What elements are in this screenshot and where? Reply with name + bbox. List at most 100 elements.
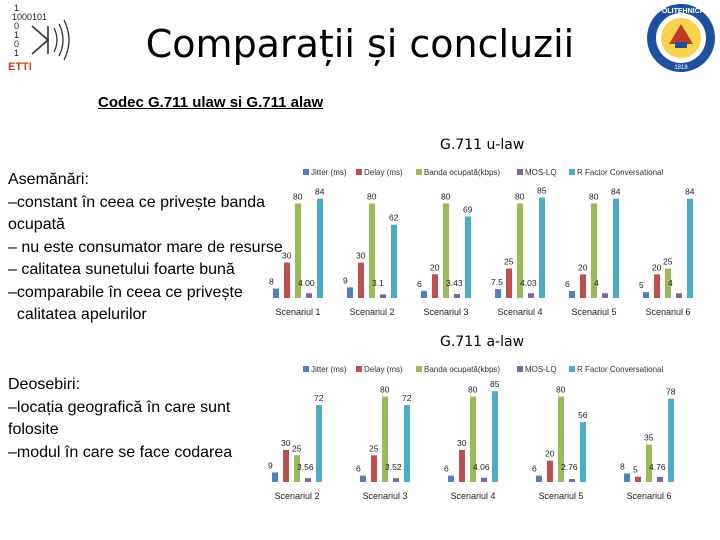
bar-value-label: 20 <box>652 262 662 272</box>
bar <box>443 203 449 298</box>
legend-swatch <box>303 366 309 372</box>
bar-value-label: 30 <box>356 251 366 261</box>
bar <box>273 288 279 298</box>
bar-value-label: 6 <box>444 464 449 474</box>
bar-value-label: 20 <box>430 262 440 272</box>
bar <box>676 293 682 298</box>
politehnica-seal: POLITEHNICA 1818 <box>647 4 715 72</box>
bar-value-label: 78 <box>666 387 676 397</box>
category-label: Scenariul 4 <box>450 491 495 501</box>
category-label: Scenariul 1 <box>275 307 320 317</box>
bar <box>657 476 663 482</box>
slide-title: Comparații și concluzii <box>145 22 575 66</box>
bar-value-label: 80 <box>515 191 525 201</box>
legend-label: Delay (ms) <box>364 365 403 374</box>
chart-ulaw-title: G.711 u-law <box>440 137 525 153</box>
differences-heading: Deosebiri: <box>8 376 81 393</box>
bar-value-label: 5 <box>633 465 638 475</box>
bar <box>517 203 523 298</box>
bar <box>391 224 397 298</box>
bar <box>272 472 278 482</box>
bar-value-label: 80 <box>293 191 303 201</box>
category-label: Scenariul 2 <box>349 307 394 317</box>
legend-label: Jitter (ms) <box>311 365 347 374</box>
bar-value-label: 80 <box>468 385 478 395</box>
bar <box>547 460 553 482</box>
bar <box>624 473 630 482</box>
similarities-line-4: – calitatea sunetului foarte bună <box>8 261 235 278</box>
bar <box>613 198 619 298</box>
category-label: Scenariul 6 <box>626 491 671 501</box>
legend-label: MOS-LQ <box>525 168 557 177</box>
logo-binary-2: 1000101 <box>12 12 47 22</box>
bar-value-label: 25 <box>504 256 514 266</box>
bar <box>536 475 542 482</box>
bar-value-label: 4.06 <box>473 462 490 472</box>
etti-logo: 1 1000101 0 1 0 1 ETTI <box>8 3 70 72</box>
legend-swatch <box>569 169 575 175</box>
logo-binary-5: 0 <box>14 39 19 49</box>
bar-value-label: 8 <box>620 461 625 471</box>
bar <box>558 396 564 482</box>
legend-label: MOS-LQ <box>525 365 557 374</box>
legend-label: R Factor Conversational <box>577 365 663 374</box>
legend-swatch <box>569 366 575 372</box>
bar-value-label: 56 <box>578 410 588 420</box>
category-label: Scenariul 3 <box>423 307 468 317</box>
bar-value-label: 30 <box>457 438 467 448</box>
bar <box>317 198 323 298</box>
bar <box>448 475 454 482</box>
slide-subtitle: Codec G.711 ulaw si G.711 alaw <box>98 94 324 111</box>
bar <box>393 478 399 482</box>
bar <box>646 444 652 482</box>
seal-text: POLITEHNICA <box>657 8 704 15</box>
bar-value-label: 80 <box>441 191 451 201</box>
bar-value-label: 62 <box>389 213 399 223</box>
bar-value-label: 85 <box>490 379 500 389</box>
bar <box>602 293 608 298</box>
bar-value-label: 6 <box>565 279 570 289</box>
bar-value-label: 7.5 <box>491 277 503 287</box>
legend-label: Jitter (ms) <box>311 168 347 177</box>
similarities-line-3: – nu este consumator mare de resurse <box>8 238 283 256</box>
bar <box>284 262 290 298</box>
bar <box>668 398 674 482</box>
bar <box>569 479 575 482</box>
similarities-line-2: ocupată <box>8 216 65 233</box>
bar <box>591 203 597 298</box>
similarities-line-1: –constant în ceea ce privește banda <box>8 193 266 211</box>
bar <box>580 274 586 298</box>
category-label: Scenariul 5 <box>538 491 583 501</box>
bar-value-label: 25 <box>663 256 673 266</box>
bar-value-label: 6 <box>532 464 537 474</box>
bar-value-label: 25 <box>369 443 379 453</box>
bar <box>421 290 427 298</box>
logo-binary-4: 1 <box>14 30 19 40</box>
bar <box>528 293 534 298</box>
bar <box>470 396 476 482</box>
differences-line-3: –modul în care se face codarea <box>8 443 233 461</box>
bar <box>643 292 649 298</box>
bar-value-label: 4 <box>594 278 599 288</box>
bar-value-label: 80 <box>556 385 566 395</box>
bar <box>492 391 498 482</box>
bar <box>539 197 545 298</box>
bar <box>481 477 487 482</box>
bar <box>654 274 660 298</box>
bar <box>459 449 465 482</box>
legend-swatch <box>356 366 362 372</box>
bar <box>665 268 671 298</box>
bar <box>687 198 693 298</box>
bar-value-label: 80 <box>380 385 390 395</box>
bar <box>306 293 312 298</box>
bar-value-label: 72 <box>402 393 412 403</box>
bar-value-label: 4 <box>668 278 673 288</box>
bar <box>454 293 460 298</box>
chart-alaw-title: G.711 a-law <box>440 334 525 350</box>
bar <box>506 268 512 298</box>
legend-label: Banda ocupată(kbps) <box>424 168 500 177</box>
bar-value-label: 3.1 <box>372 278 384 288</box>
bar-value-label: 80 <box>367 191 377 201</box>
